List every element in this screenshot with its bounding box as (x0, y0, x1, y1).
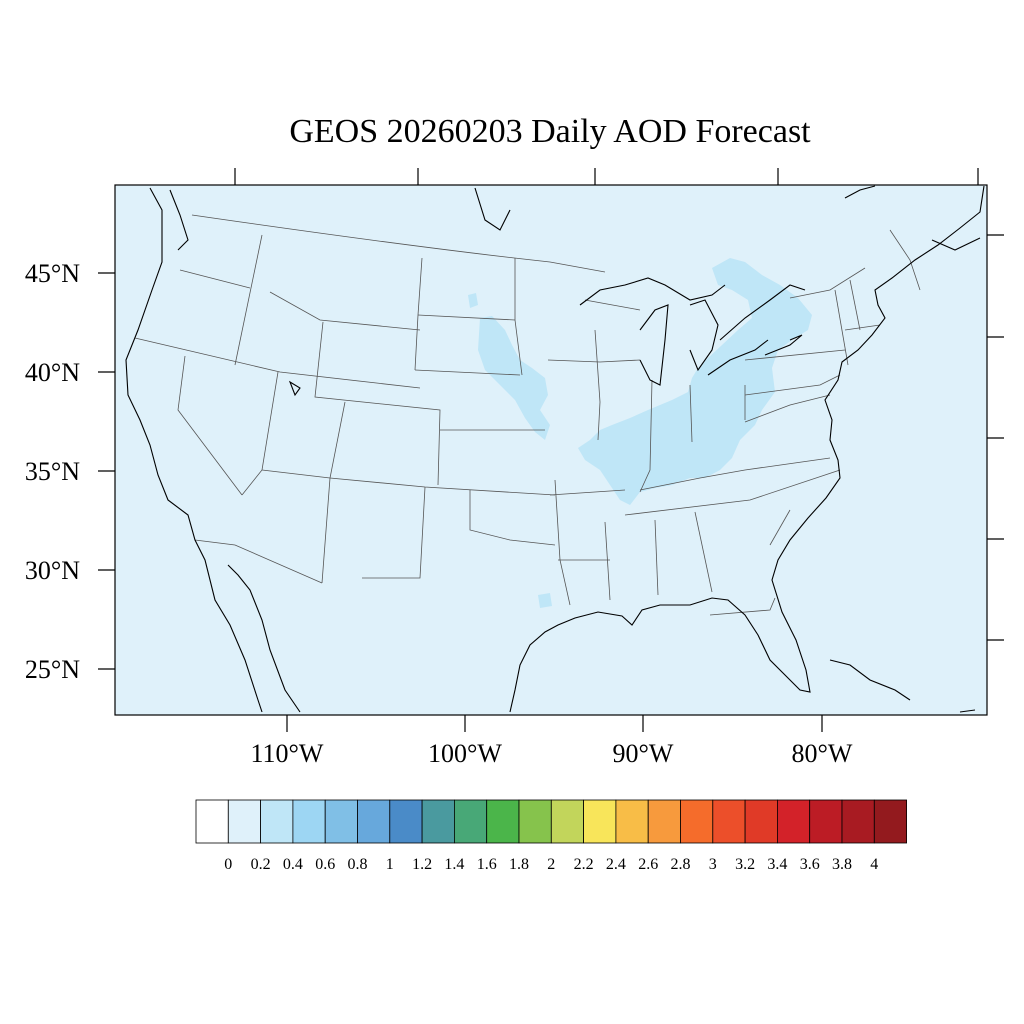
colorbar-swatch (292, 799, 326, 844)
colorbar-swatch (809, 799, 843, 844)
colorbar-tick-label: 3.6 (800, 856, 820, 873)
colorbar-swatch (453, 799, 488, 844)
colorbar-swatch (357, 799, 391, 844)
colorbar-swatch (680, 799, 714, 844)
lat-label-40: 40°N (25, 358, 80, 387)
top-tick-marks (234, 168, 979, 185)
colorbar-tick-label: 2 (547, 856, 555, 873)
lon-label-80: 80°W (792, 739, 853, 768)
colorbar-tick-label: 0.6 (315, 856, 335, 873)
colorbar-tick-label: 1.8 (509, 856, 529, 873)
colorbar-tick-label: 2.4 (606, 856, 626, 873)
colorbar-swatch (712, 799, 746, 844)
lon-label-110: 110°W (251, 739, 324, 768)
colorbar-swatch (227, 799, 262, 844)
colorbar-swatch (777, 799, 811, 844)
colorbar-tick-label: 0 (224, 856, 232, 873)
colorbar-swatch (260, 799, 294, 844)
colorbar-swatch (647, 799, 681, 844)
lat-label-25: 25°N (25, 655, 80, 684)
colorbar-swatch (841, 799, 875, 844)
coastlines (125, 185, 985, 713)
state-boundaries (134, 214, 921, 616)
colorbar-swatch (873, 799, 907, 844)
lat-label-30: 30°N (25, 556, 80, 585)
colorbar-swatch (324, 799, 358, 844)
colorbar-tick-label: 1.4 (444, 856, 464, 873)
colorbar (195, 799, 907, 844)
colorbar-swatch (550, 799, 584, 844)
colorbar-tick-label: 0.2 (251, 856, 271, 873)
longitude-axis: 110°W 100°W 90°W 80°W (251, 715, 853, 768)
colorbar-tick-label: 4 (870, 856, 878, 873)
colorbar-tick-label: 1.2 (412, 856, 432, 873)
colorbar-tick-label: 2.2 (574, 856, 594, 873)
colorbar-tick-label: 3.8 (832, 856, 852, 873)
latitude-axis: 45°N 40°N 35°N 30°N 25°N (25, 259, 115, 684)
colorbar-tick-label: 1.6 (477, 856, 497, 873)
colorbar-labels: 0 0.2 0.4 0.6 0.8 1 1.2 1.4 1.6 1.8 2 2.2 2.4 2.6 2.8 3… (224, 856, 878, 873)
colorbar-swatch (195, 799, 229, 844)
colorbar-tick-label: 0.4 (283, 856, 303, 873)
map-title: GEOS 20260203 Daily AOD Forecast (289, 113, 811, 150)
colorbar-tick-label: 2.6 (638, 856, 658, 873)
colorbar-swatch (615, 799, 649, 844)
colorbar-tick-label: 3.2 (735, 856, 755, 873)
colorbar-tick-label: 1 (386, 856, 394, 873)
map-frame (114, 184, 988, 716)
right-tick-marks (987, 234, 1004, 641)
colorbar-tick-label: 3.4 (767, 856, 787, 873)
colorbar-swatch (486, 799, 520, 844)
colorbar-swatch (518, 799, 552, 844)
colorbar-tick-label: 3 (709, 856, 717, 873)
colorbar-swatch (389, 799, 423, 844)
colorbar-tick-label: 2.8 (671, 856, 691, 873)
lat-label-45: 45°N (25, 259, 80, 288)
lon-label-90: 90°W (613, 739, 674, 768)
colorbar-tick-label: 0.8 (348, 856, 368, 873)
colorbar-swatch (744, 799, 778, 844)
aod-plume (468, 258, 812, 608)
colorbar-swatch (421, 799, 455, 844)
map-background (115, 185, 987, 715)
colorbar-swatch (583, 799, 617, 844)
lon-label-100: 100°W (428, 739, 502, 768)
lat-label-35: 35°N (25, 457, 80, 486)
